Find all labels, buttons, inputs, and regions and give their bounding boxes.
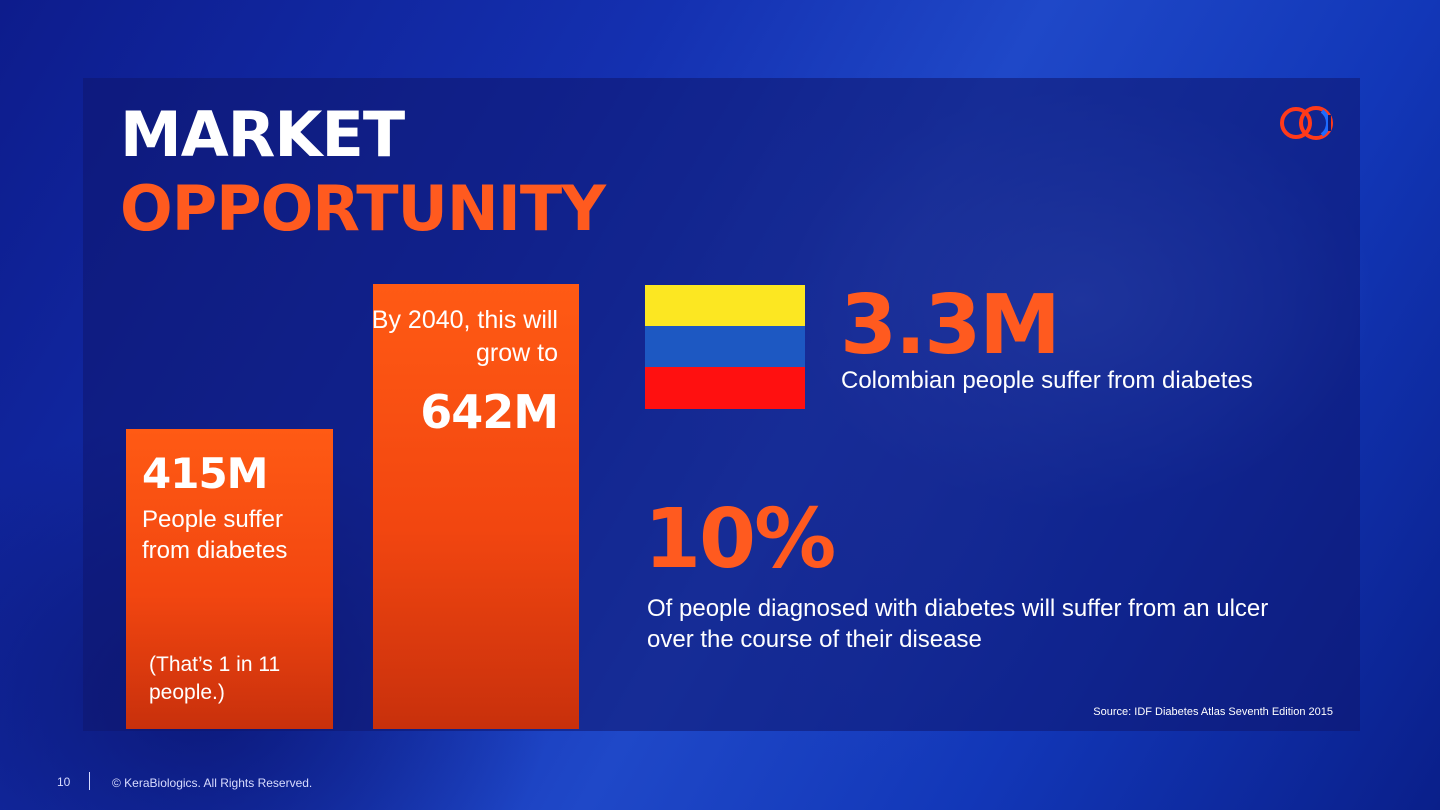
ulcer-label: Of people diagnosed with diabetes will s… [647,595,1269,653]
future-intro: By 2040, this will grow to [371,306,558,367]
kerabiologics-logo-icon [1280,106,1333,140]
future-diabetes-bar [373,284,579,729]
page-number: 10 [57,775,71,789]
current-note: (That’s 1 in 11 people.) [149,653,281,704]
title-line-2: OPPORTUNITY [120,172,606,245]
colombia-value: 3.3M [840,278,1061,373]
source-note: Source: IDF Diabetes Atlas Seventh Editi… [1093,706,1333,718]
future-value: 642M [420,385,559,439]
current-value: 415M [142,449,268,498]
colombia-flag-icon [645,285,805,409]
copyright: © KeraBiologics. All Rights Reserved. [112,776,313,790]
ulcer-value: 10% [644,492,836,587]
current-label: People suffer from diabetes [142,506,288,564]
colombia-label: Colombian people suffer from diabetes [841,367,1253,394]
footer-divider [89,772,90,790]
title-line-1: MARKET [120,98,405,171]
current-diabetes-bar [126,429,333,729]
